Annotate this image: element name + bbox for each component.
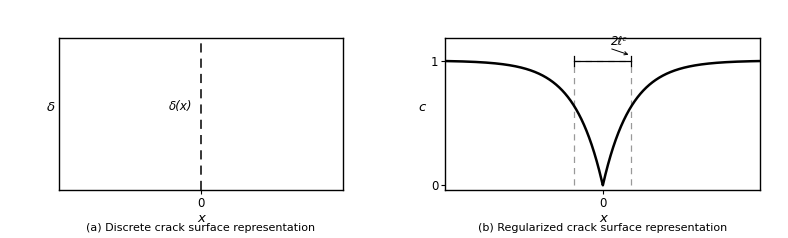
Text: (a) Discrete crack surface representation: (a) Discrete crack surface representatio… (87, 223, 315, 233)
X-axis label: x: x (197, 212, 205, 225)
Y-axis label: δ: δ (46, 101, 55, 114)
Y-axis label: c: c (418, 101, 426, 114)
Text: δ(x): δ(x) (169, 100, 192, 113)
Text: (b) Regularized crack surface representation: (b) Regularized crack surface representa… (478, 223, 727, 233)
X-axis label: x: x (599, 212, 607, 225)
Text: 2ℓᶜ: 2ℓᶜ (611, 35, 627, 48)
